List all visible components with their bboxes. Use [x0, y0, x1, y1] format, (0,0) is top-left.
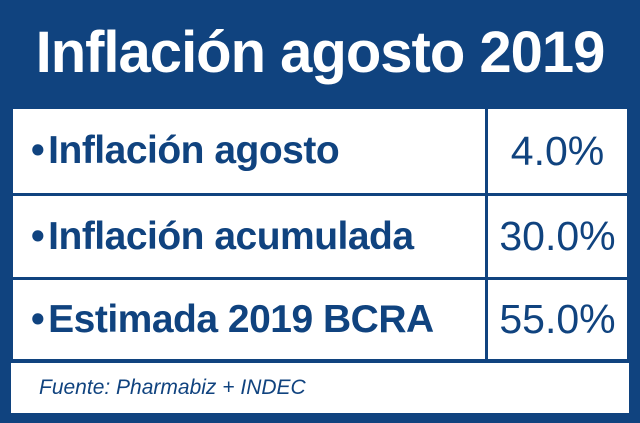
bullet-icon: • [31, 214, 45, 258]
row-label: Estimada 2019 BCRA [48, 297, 434, 341]
page-title: Inflación agosto 2019 [35, 20, 606, 85]
bullet-icon: • [31, 297, 45, 341]
bullet-icon: • [31, 129, 45, 172]
row-value: 4.0% [485, 109, 627, 193]
source-note: Fuente: Pharmabiz + INDEC [11, 363, 629, 413]
table-row: • Inflación agosto 4.0% [13, 109, 627, 193]
table-row: • Estimada 2019 BCRA 55.0% [13, 277, 627, 359]
table-row: • Inflación acumulada 30.0% [13, 193, 627, 277]
row-label-cell: • Estimada 2019 BCRA [13, 280, 485, 359]
row-label-cell: • Inflación agosto [13, 109, 485, 193]
row-value: 30.0% [485, 196, 627, 277]
row-label-cell: • Inflación acumulada [13, 196, 485, 277]
row-value: 55.0% [485, 280, 627, 359]
row-label: Inflación acumulada [48, 214, 414, 258]
inflation-table: • Inflación agosto 4.0% • Inflación acum… [11, 107, 629, 361]
row-label: Inflación agosto [48, 129, 340, 172]
